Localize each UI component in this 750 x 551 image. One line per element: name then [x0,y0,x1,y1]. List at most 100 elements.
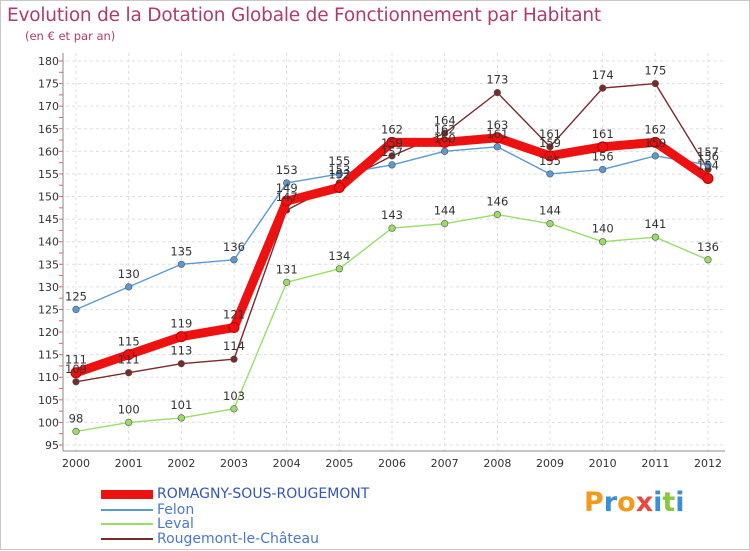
legend-label: ROMAGNY-SOUS-ROUGEMONT [157,486,370,502]
data-point [72,378,80,386]
y-tick-label: 115 [38,349,59,362]
data-label: 175 [644,64,666,78]
data-point [599,238,607,246]
chart-subtitle: (en € et par an) [25,29,116,43]
data-point [439,136,451,148]
x-tick-label: 2011 [641,457,669,470]
data-label: 156 [697,149,719,163]
data-label: 109 [65,362,87,376]
data-point [125,418,133,427]
x-tick-label: 2008 [483,457,511,470]
data-label: 134 [328,249,350,263]
data-label: 130 [118,267,140,281]
data-point [491,132,503,144]
data-point [125,369,133,377]
data-point [123,349,135,361]
x-tick-label: 2006 [378,457,406,470]
proxiti-logo: Proxiti [584,487,685,518]
data-label: 162 [434,122,456,136]
data-label: 140 [592,222,614,236]
data-point [386,136,398,148]
data-label: 146 [486,195,508,209]
data-point [177,260,185,268]
data-label: 161 [539,127,561,141]
x-tick-label: 2007 [431,457,459,470]
x-tick-label: 2005 [325,457,353,470]
x-tick-label: 2009 [536,457,564,470]
data-point [177,360,185,368]
y-tick-label: 155 [38,168,59,181]
data-point [125,283,133,291]
data-label: 141 [644,217,666,231]
data-label: 157 [381,145,403,159]
data-point [230,355,238,363]
data-label: 154 [697,158,719,172]
data-point [544,150,556,162]
data-label: 152 [328,167,350,181]
data-point [599,84,607,92]
data-point [651,152,659,160]
y-tick-label: 150 [38,191,59,204]
data-point [704,161,712,169]
data-point [333,181,345,193]
data-label: 160 [434,131,456,145]
data-label: 153 [328,163,350,177]
logo-letter: i [653,487,663,518]
data-label: 162 [644,122,666,136]
legend-label: Leval [157,516,194,532]
data-label: 157 [697,145,719,159]
data-point [441,129,449,137]
data-label: 147 [276,190,298,204]
x-tick-label: 2010 [589,457,617,470]
data-label: 125 [65,289,87,303]
data-point [388,224,396,232]
data-label: 111 [65,353,87,367]
x-tick-label: 2004 [273,457,301,470]
legend-swatch [101,509,153,511]
x-tick-label: 2003 [220,457,248,470]
legend-swatch [101,538,153,540]
data-label: 114 [223,339,245,353]
data-point [283,278,291,286]
data-point [546,170,554,178]
legend-swatch [101,489,153,499]
y-tick-label: 125 [38,303,59,316]
data-label: 113 [170,344,192,358]
y-tick-label: 165 [38,123,59,136]
legend-label: Rougemont-le-Château [157,531,319,547]
logo-letter: t [662,487,676,518]
y-tick-label: 175 [38,78,59,91]
data-point [72,305,80,314]
data-label: 143 [381,208,403,222]
data-point [546,220,554,228]
y-tick-label: 105 [38,394,59,407]
data-label: 131 [276,262,298,276]
y-tick-label: 95 [45,439,59,452]
data-point [597,141,609,153]
data-label: 135 [170,244,192,258]
data-label: 103 [223,389,245,403]
data-label: 153 [276,163,298,177]
data-point [649,136,661,148]
data-label: 161 [592,127,614,141]
data-label: 155 [539,154,561,168]
data-label: 144 [434,204,456,218]
data-point [388,161,396,169]
data-point [704,256,712,264]
y-tick-label: 145 [38,213,59,226]
data-point [177,414,185,422]
data-point [228,322,240,334]
chart-title: Evolution de la Dotation Globale de Fonc… [7,5,601,26]
data-point [493,89,501,97]
data-point [230,405,238,413]
data-point [230,256,238,264]
data-point [599,165,607,174]
data-label: 149 [276,181,298,195]
y-tick-label: 120 [38,326,59,339]
data-label: 159 [381,136,403,150]
data-label: 163 [486,118,508,132]
y-tick-label: 180 [38,55,59,68]
data-label: 98 [69,411,84,425]
